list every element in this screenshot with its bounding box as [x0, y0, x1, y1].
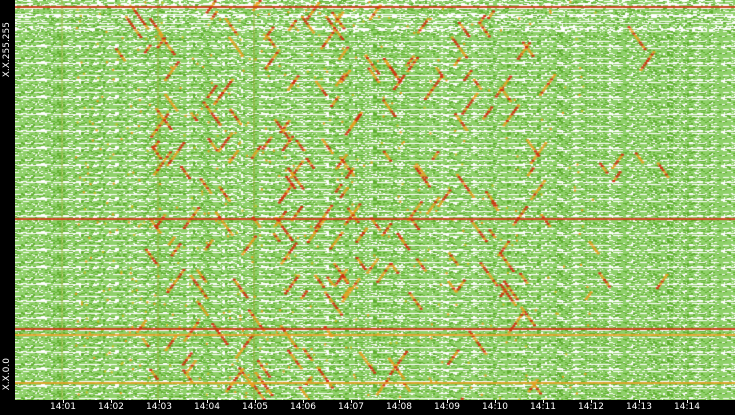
x-tick-mark: [63, 400, 64, 403]
x-tick-mark: [351, 400, 352, 403]
x-tick-label: 14:13: [626, 402, 652, 412]
x-tick-mark: [399, 400, 400, 403]
x-tick-mark: [111, 400, 112, 403]
x-tick-mark: [495, 400, 496, 403]
x-tick-mark: [207, 400, 208, 403]
x-tick-label: 14:09: [434, 402, 460, 412]
x-tick-mark: [159, 400, 160, 403]
x-tick-label: 14:10: [482, 402, 508, 412]
x-tick-label: 14:06: [290, 402, 316, 412]
x-tick-mark: [687, 400, 688, 403]
x-tick-label: 14:07: [338, 402, 364, 412]
x-tick-mark: [255, 400, 256, 403]
x-tick-mark: [303, 400, 304, 403]
y-axis-top-label: X.X.255.255: [2, 22, 12, 78]
x-tick-label: 14:12: [578, 402, 604, 412]
x-tick-label: 14:04: [194, 402, 220, 412]
x-tick-label: 14:08: [386, 402, 412, 412]
x-tick-label: 14:02: [98, 402, 124, 412]
x-tick-label: 14:03: [146, 402, 172, 412]
y-axis-bottom-label: X.X.0.0: [2, 358, 12, 391]
traffic-heatmap: [15, 0, 735, 400]
y-axis: X.X.255.255 X.X.0.0: [0, 0, 15, 400]
x-tick-label: 14:14: [674, 402, 700, 412]
x-tick-label: 14:11: [530, 402, 556, 412]
x-tick-label: 14:01: [50, 402, 76, 412]
x-tick-label: 14:05: [242, 402, 268, 412]
x-tick-mark: [639, 400, 640, 403]
x-axis: 14:01 14:02 14:03 14:04 14:05 14:06 14:07 14:08…: [15, 400, 735, 415]
x-tick-mark: [591, 400, 592, 403]
x-tick-mark: [447, 400, 448, 403]
x-tick-mark: [543, 400, 544, 403]
